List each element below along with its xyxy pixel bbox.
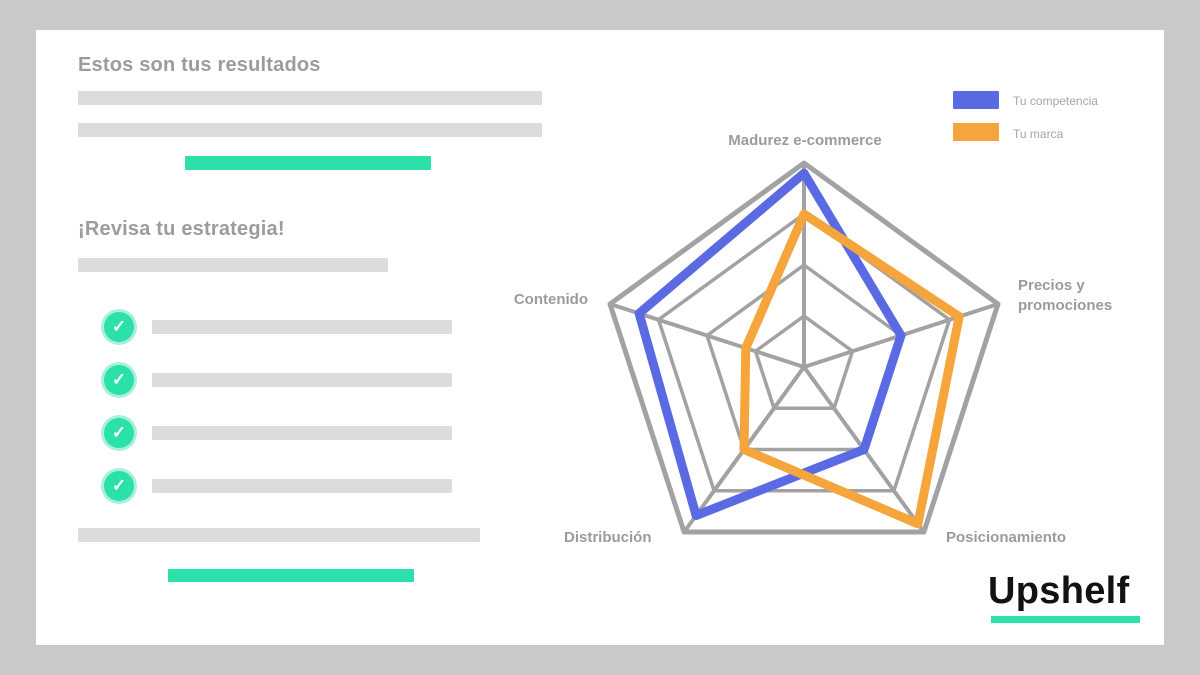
radar-grid-ring — [656, 212, 952, 493]
accent-highlight-bar — [185, 156, 431, 170]
placeholder-text-bar — [152, 373, 452, 387]
legend-swatch-competencia — [953, 91, 999, 109]
placeholder-text-bar — [78, 258, 388, 272]
axis-label-posicionamiento: Posicionamiento — [946, 529, 1067, 546]
radar-grid-ring — [753, 314, 855, 411]
legend-label-competencia: Tu competencia — [1013, 94, 1098, 108]
axis-label-madurez: Madurez e-commerce — [728, 132, 882, 149]
axis-label-precios: Precios y promociones — [1018, 277, 1113, 315]
check-icon: ✓ — [104, 365, 134, 395]
strategy-title: ¡Revisa tu estrategia! — [78, 218, 285, 240]
legend-label-marca: Tu marca — [1013, 127, 1064, 141]
check-icon: ✓ — [104, 418, 134, 448]
check-icon: ✓ — [104, 312, 134, 342]
placeholder-text-bar — [152, 426, 452, 440]
axis-label-distribucion: Distribución — [564, 529, 652, 546]
radar-grid-ring — [607, 160, 1001, 535]
check-icon: ✓ — [104, 471, 134, 501]
radar-grid-ring — [705, 263, 903, 452]
placeholder-text-bar — [78, 123, 542, 137]
checklist-row: ✓ — [104, 365, 452, 395]
brand-logo-underline — [991, 616, 1140, 623]
radar-chart — [607, 160, 1001, 535]
brand-logo: Upshelf — [988, 570, 1130, 612]
checklist-row: ✓ — [104, 471, 452, 501]
slide-card: Estos son tus resultados ¡Revisa tu estr… — [36, 30, 1164, 645]
legend-swatch-marca — [953, 123, 999, 141]
placeholder-text-bar — [78, 528, 480, 542]
radar-series-tu-competencia — [634, 168, 906, 520]
checklist-row: ✓ — [104, 418, 452, 448]
axis-label-contenido: Contenido — [513, 291, 588, 308]
radar-series-tu-marca — [739, 209, 964, 529]
results-title: Estos son tus resultados — [78, 54, 321, 76]
placeholder-text-bar — [152, 479, 452, 493]
placeholder-text-bar — [78, 91, 542, 105]
checklist: ✓ ✓ ✓ ✓ — [104, 312, 452, 524]
accent-highlight-bar — [168, 569, 414, 582]
checklist-row: ✓ — [104, 312, 452, 342]
placeholder-text-bar — [152, 320, 452, 334]
